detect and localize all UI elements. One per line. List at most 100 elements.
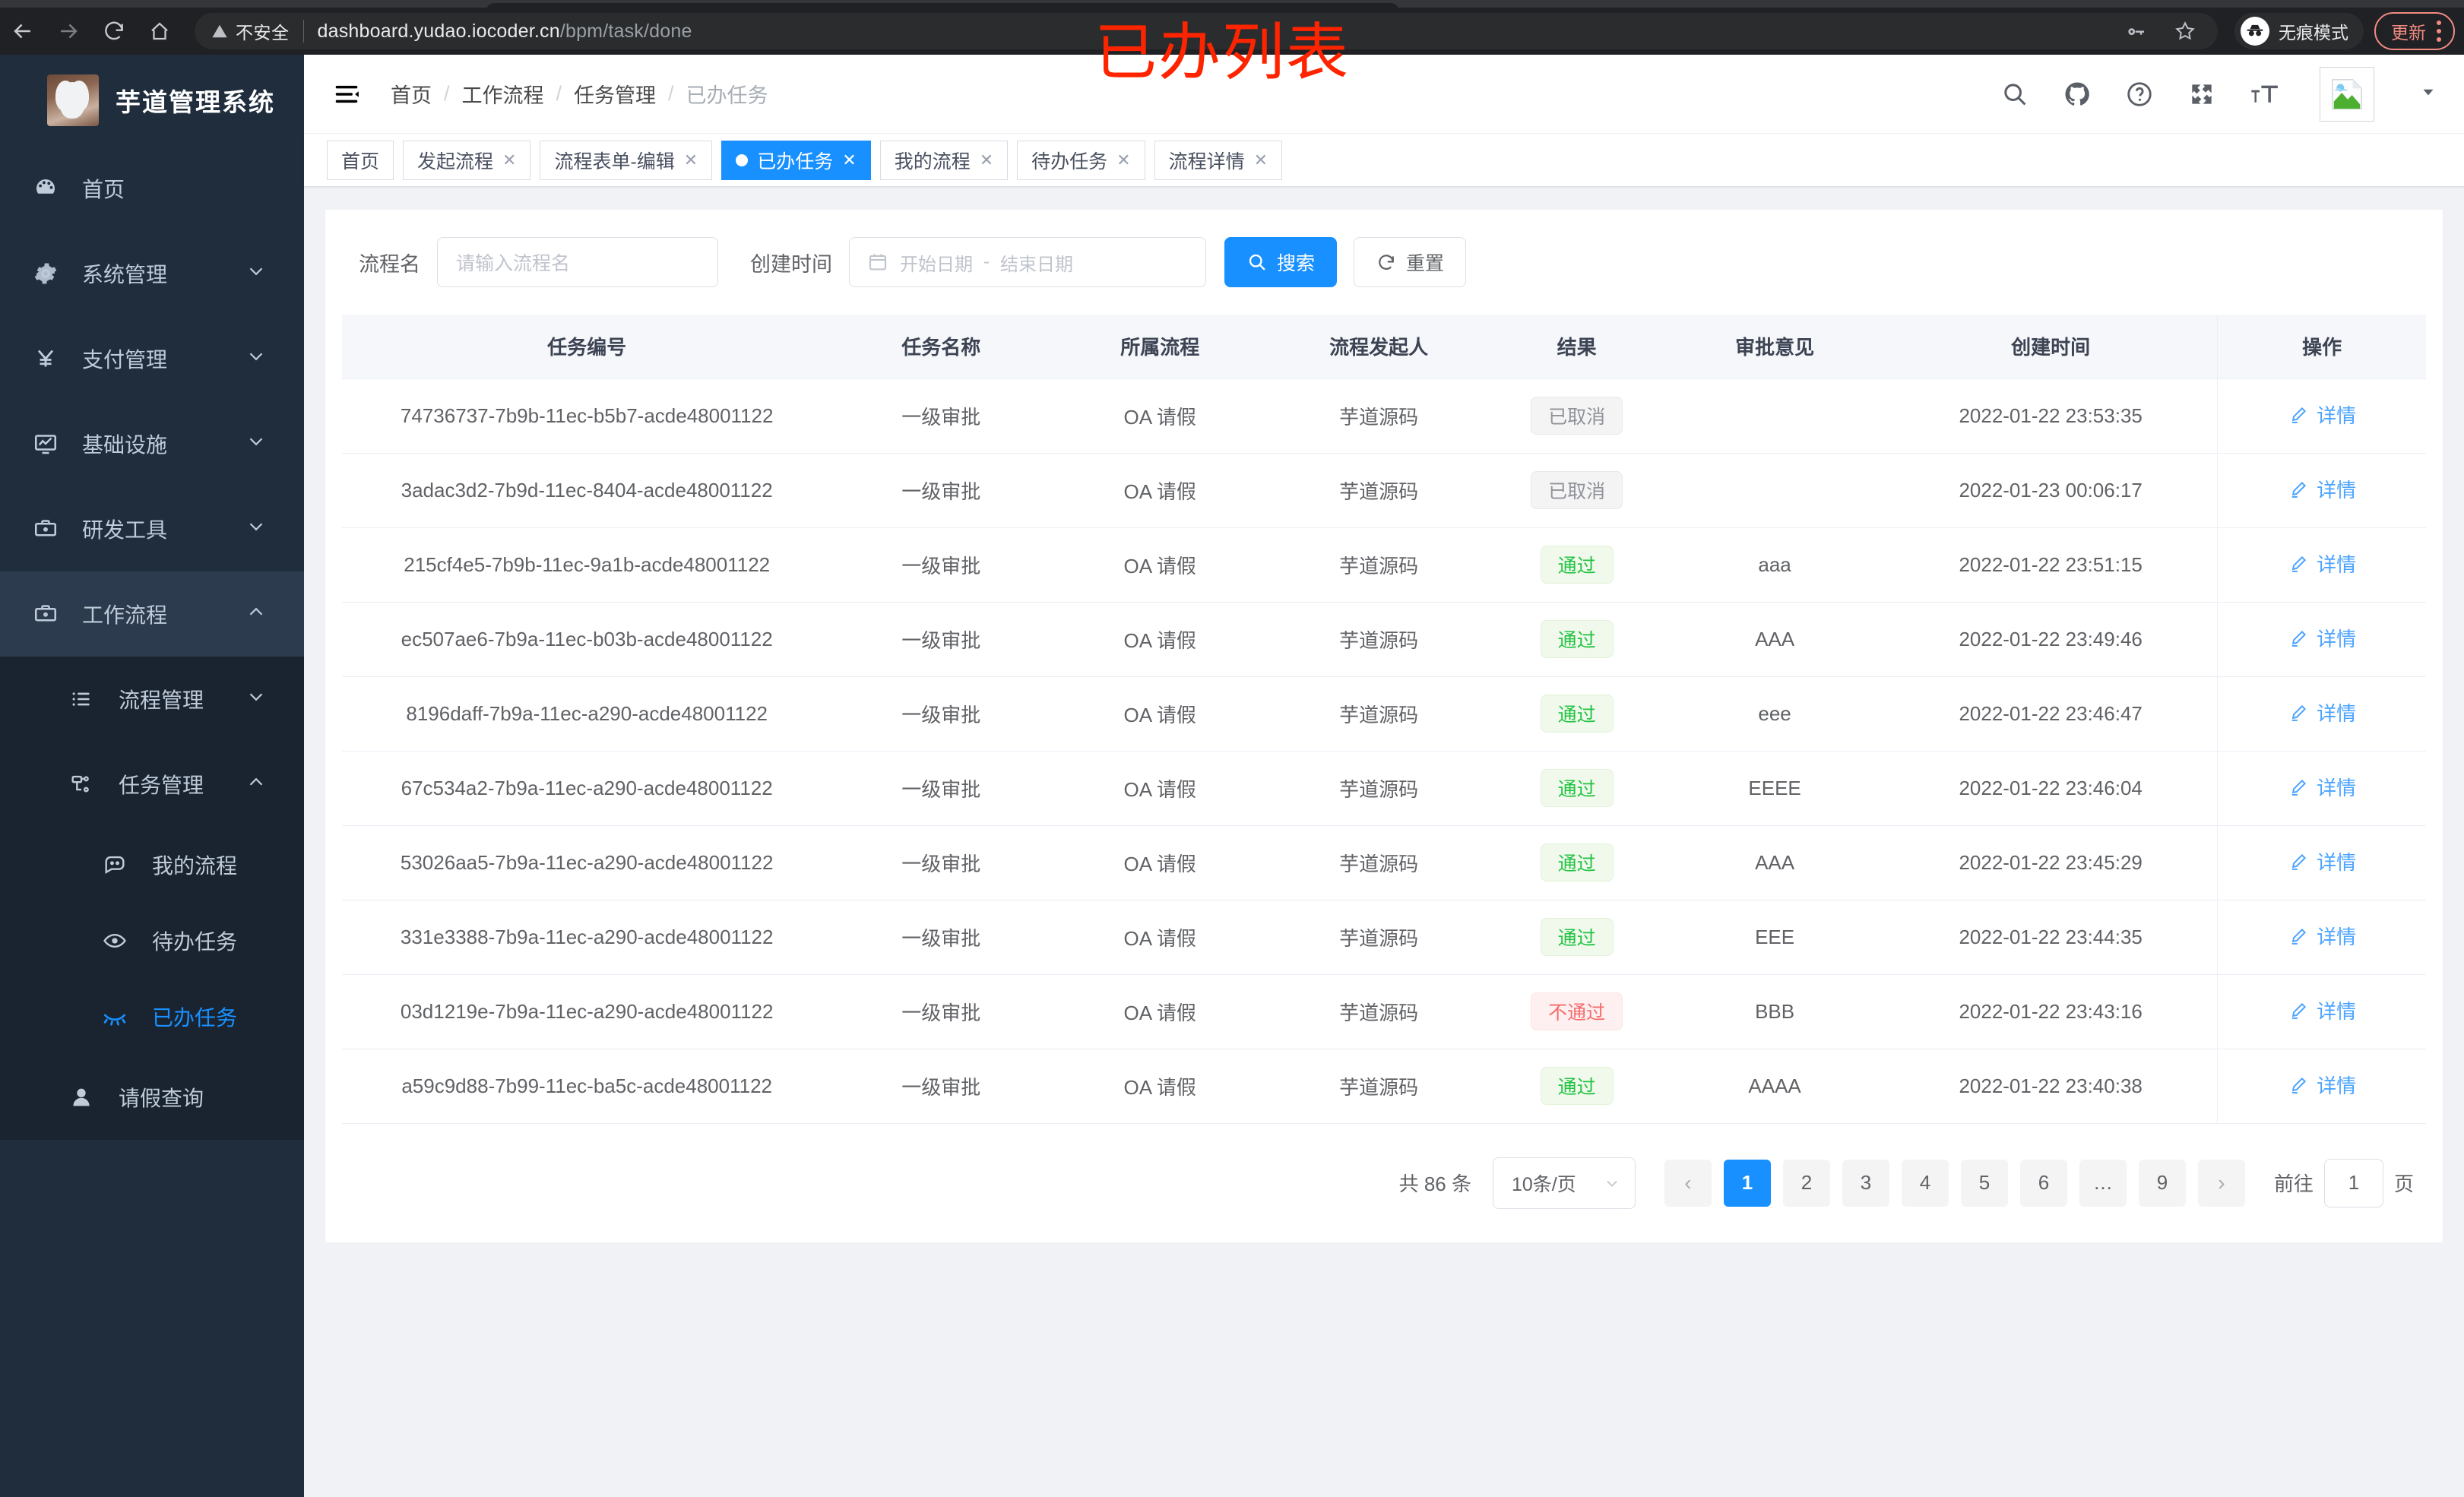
detail-button[interactable]: 详情 [2288, 847, 2356, 875]
table-row[interactable]: 53026aa5-7b9a-11ec-a290-acde48001122 一级审批… [342, 825, 2426, 900]
detail-button[interactable]: 详情 [2288, 549, 2356, 578]
browser-menu-icon[interactable] [2437, 21, 2441, 42]
sidebar-item-label: 任务管理 [119, 774, 204, 797]
pagination-page-3[interactable]: 3 [1842, 1159, 1889, 1207]
column-header-process[interactable]: 所属流程 [1050, 315, 1270, 379]
bookmark-star-icon[interactable] [2174, 20, 2196, 43]
table-row[interactable]: 74736737-7b9b-11ec-b5b7-acde48001122 一级审批… [342, 378, 2426, 454]
detail-button[interactable]: 详情 [2288, 698, 2356, 726]
security-indicator[interactable]: 不安全 [211, 18, 290, 44]
sidebar-item-task-management[interactable]: 任务管理 [0, 742, 304, 827]
pagination: 共 86 条 10条/页 ‹ 1 2 3 4 5 6… 9 › 前往 1 页 [342, 1124, 2426, 1224]
table-row[interactable]: 331e3388-7b9a-11ec-a290-acde48001122 一级审批… [342, 900, 2426, 975]
table-row[interactable]: 215cf4e5-7b9b-11ec-9a1b-acde48001122 一级审批… [342, 527, 2426, 603]
column-header-task-id[interactable]: 任务编号 [342, 315, 832, 379]
pagination-page-5[interactable]: 5 [1960, 1159, 2008, 1207]
tab-process-detail[interactable]: 流程详情 ✕ [1154, 140, 1283, 180]
table-row[interactable]: a59c9d88-7b99-11ec-ba5c-acde48001122 一级审批… [342, 1049, 2426, 1124]
detail-button[interactable]: 详情 [2288, 922, 2356, 950]
tab-todo-task[interactable]: 待办任务 ✕ [1017, 140, 1145, 180]
pagination-page-6[interactable]: 6 [2019, 1159, 2067, 1207]
brand-header[interactable]: 芋道管理系统 [0, 55, 304, 146]
sidebar-item-workflow[interactable]: 工作流程 [0, 571, 304, 657]
detail-button[interactable]: 详情 [2288, 773, 2356, 801]
chevron-down-icon[interactable] [2418, 82, 2438, 106]
close-icon[interactable]: ✕ [502, 150, 517, 169]
close-icon[interactable]: ✕ [1116, 150, 1131, 169]
reload-icon[interactable] [91, 8, 137, 54]
pagination-prev-button[interactable]: ‹ [1664, 1159, 1712, 1207]
sidebar-item-process-management[interactable]: 流程管理 [0, 657, 304, 742]
tab-process-form-edit[interactable]: 流程表单-编辑 ✕ [540, 140, 713, 180]
incognito-indicator[interactable]: 无痕模式 [2234, 13, 2364, 49]
table-row[interactable]: 3adac3d2-7b9d-11ec-8404-acde48001122 一级审批… [342, 453, 2426, 528]
cell-result: 通过 [1488, 825, 1666, 900]
github-icon[interactable] [2063, 80, 2092, 109]
column-header-created-time[interactable]: 创建时间 [1884, 315, 2218, 379]
font-size-icon[interactable] [2250, 80, 2280, 109]
close-icon[interactable]: ✕ [979, 150, 994, 169]
password-key-icon[interactable] [2125, 20, 2148, 43]
close-icon[interactable]: ✕ [1253, 150, 1268, 169]
process-name-input[interactable]: 请输入流程名 [437, 237, 718, 287]
detail-button[interactable]: 详情 [2288, 624, 2356, 652]
tab-home[interactable]: 首页 [327, 140, 394, 180]
pagination-page-9[interactable]: 9 [2138, 1159, 2186, 1207]
detail-label: 详情 [2317, 702, 2357, 726]
page-size-select[interactable]: 10条/页 [1492, 1157, 1636, 1209]
user-avatar[interactable] [2320, 66, 2374, 122]
table-row[interactable]: 67c534a2-7b9a-11ec-a290-acde48001122 一级审批… [342, 751, 2426, 826]
sidebar-item-devtools[interactable]: 研发工具 [0, 486, 304, 571]
column-header-task-name[interactable]: 任务名称 [831, 315, 1051, 379]
pagination-page-1[interactable]: 1 [1723, 1159, 1771, 1207]
close-icon[interactable]: ✕ [683, 150, 698, 169]
sidebar-item-home[interactable]: 首页 [0, 146, 304, 231]
sidebar-item-my-process[interactable]: 我的流程 [0, 827, 304, 903]
detail-button[interactable]: 详情 [2288, 475, 2356, 503]
detail-button[interactable]: 详情 [2288, 1071, 2356, 1099]
pagination-page-4[interactable]: 4 [1901, 1159, 1949, 1207]
search-button[interactable]: 搜索 [1224, 237, 1338, 287]
forward-arrow-icon[interactable] [46, 8, 91, 54]
column-header-result[interactable]: 结果 [1488, 315, 1666, 379]
cell-result: 通过 [1488, 602, 1666, 677]
tab-label: 流程详情 [1168, 150, 1245, 172]
table-row[interactable]: 8196daff-7b9a-11ec-a290-acde48001122 一级审批… [342, 676, 2426, 752]
fullscreen-icon[interactable] [2187, 80, 2216, 109]
reset-button[interactable]: 重置 [1354, 237, 1467, 287]
hamburger-menu-icon[interactable] [330, 78, 363, 111]
goto-page-input[interactable]: 1 [2323, 1158, 2383, 1207]
help-circle-icon[interactable] [2125, 80, 2154, 109]
breadcrumb-item-task-management[interactable]: 任务管理 [574, 84, 657, 107]
breadcrumb-item-home[interactable]: 首页 [391, 84, 432, 107]
table-row[interactable]: ec507ae6-7b9a-11ec-b03b-acde48001122 一级审批… [342, 602, 2426, 677]
column-header-opinion[interactable]: 审批意见 [1665, 315, 1885, 379]
sidebar-item-done-task[interactable]: 已办任务 [0, 979, 304, 1055]
search-icon[interactable] [2000, 80, 2029, 109]
column-header-initiator[interactable]: 流程发起人 [1269, 315, 1489, 379]
back-arrow-icon[interactable] [0, 8, 46, 54]
detail-button[interactable]: 详情 [2288, 400, 2356, 429]
tab-done-task[interactable]: 已办任务 ✕ [721, 140, 871, 180]
table-row[interactable]: 03d1219e-7b9a-11ec-a290-acde48001122 一级审批… [342, 974, 2426, 1049]
close-icon[interactable]: ✕ [842, 150, 857, 169]
sidebar-item-todo-task[interactable]: 待办任务 [0, 903, 304, 979]
breadcrumb-item-workflow[interactable]: 工作流程 [461, 84, 544, 107]
tab-start-process[interactable]: 发起流程 ✕ [403, 140, 531, 180]
detail-button[interactable]: 详情 [2288, 996, 2356, 1024]
browser-tab-strip[interactable] [0, 0, 2464, 11]
pagination-page-2[interactable]: 2 [1782, 1159, 1830, 1207]
sidebar-item-leave-query[interactable]: 请假查询 [0, 1055, 304, 1140]
home-icon[interactable] [137, 8, 182, 54]
content-area: 流程名 请输入流程名 创建时间 开始日期 - 结束日期 搜索 [304, 187, 2464, 1265]
sidebar-item-system[interactable]: 系统管理 [0, 231, 304, 316]
pagination-next-button[interactable]: › [2197, 1159, 2245, 1207]
tab-my-process[interactable]: 我的流程 ✕ [879, 140, 1009, 180]
date-range-picker[interactable]: 开始日期 - 结束日期 [849, 237, 1206, 287]
update-button[interactable]: 更新 [2374, 12, 2455, 50]
pagination-ellipsis[interactable]: … [2079, 1159, 2127, 1207]
sidebar-item-payment[interactable]: 支付管理 [0, 316, 304, 401]
cell-operation: 详情 [2217, 1049, 2426, 1124]
sidebar-item-infrastructure[interactable]: 基础设施 [0, 401, 304, 486]
address-bar[interactable]: 不安全 dashboard.yudao.iocoder.cn/bpm/task/… [195, 13, 2218, 49]
